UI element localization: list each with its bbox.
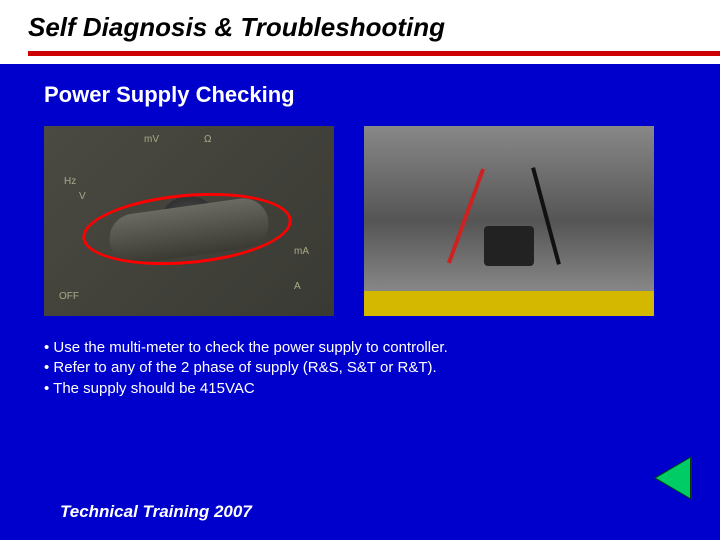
dial-label: mA xyxy=(294,246,309,257)
bullet-item: Use the multi-meter to check the power s… xyxy=(44,338,720,358)
dial-label: A xyxy=(294,281,301,292)
dial-label: OFF xyxy=(59,291,79,302)
dial-label: Ω xyxy=(204,134,211,145)
section-subtitle: Power Supply Checking xyxy=(0,64,720,108)
bullet-list: Use the multi-meter to check the power s… xyxy=(0,316,720,399)
bullet-item: Refer to any of the 2 phase of supply (R… xyxy=(44,358,720,378)
page-title: Self Diagnosis & Troubleshooting xyxy=(28,12,720,43)
terminal-block xyxy=(484,226,534,266)
image-controller-probes xyxy=(364,126,654,316)
title-divider xyxy=(28,51,720,56)
dial-label: V xyxy=(79,191,86,202)
title-bar: Self Diagnosis & Troubleshooting xyxy=(0,0,720,64)
bullet-item: The supply should be 415VAC xyxy=(44,379,720,399)
probe-black xyxy=(531,167,561,265)
meter-edge xyxy=(364,291,654,316)
annotation-oval xyxy=(79,185,294,273)
image-row: mV Ω Hz V mA A OFF xyxy=(0,108,720,316)
image-multimeter-dial: mV Ω Hz V mA A OFF xyxy=(44,126,334,316)
prev-arrow-button[interactable] xyxy=(656,458,690,498)
probe-red xyxy=(447,168,485,263)
footer-text: Technical Training 2007 xyxy=(60,502,252,522)
dial-label: Hz xyxy=(64,176,76,187)
dial-label: mV xyxy=(144,134,159,145)
